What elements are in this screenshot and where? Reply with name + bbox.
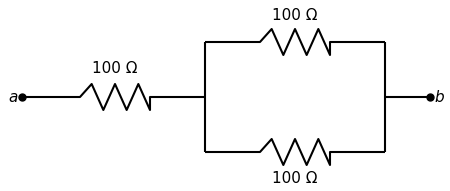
Text: b: b (434, 90, 444, 104)
Text: 100 Ω: 100 Ω (92, 61, 138, 76)
Text: 100 Ω: 100 Ω (272, 8, 318, 23)
Text: a: a (9, 90, 18, 104)
Text: 100 Ω: 100 Ω (272, 171, 318, 186)
